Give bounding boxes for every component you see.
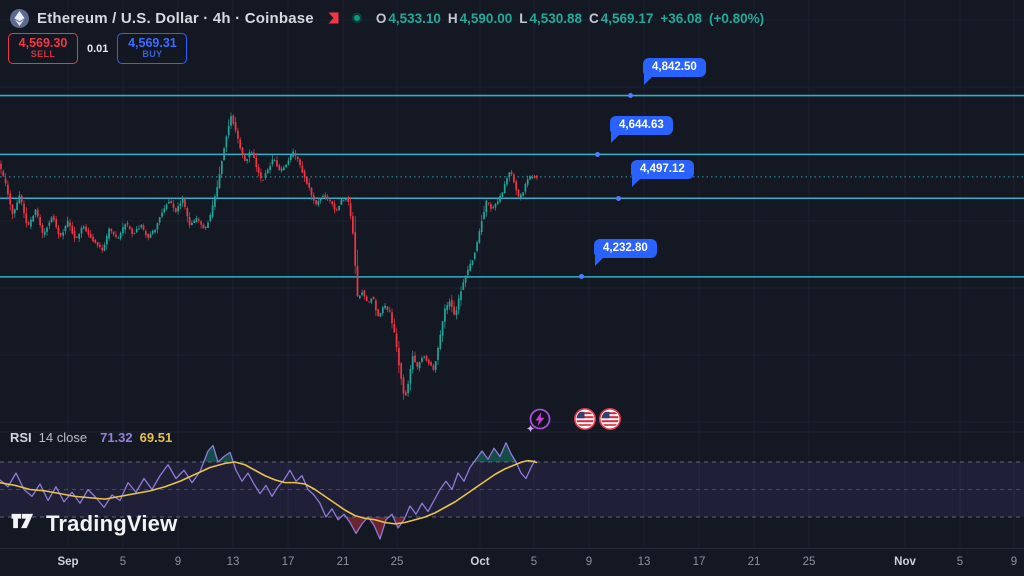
us-flag-icon[interactable] — [573, 407, 599, 433]
rsi-ma-value: 69.51 — [139, 430, 173, 445]
buy-label: BUY — [142, 49, 163, 60]
time-axis-label: 5 — [119, 556, 127, 568]
time-axis-label: 13 — [637, 556, 651, 568]
tradingview-watermark: TradingView — [10, 509, 177, 538]
time-axis-label: 21 — [336, 556, 350, 568]
rsi-value: 71.32 — [100, 430, 133, 445]
close-value: 4,569.17 — [600, 10, 654, 26]
level-anchor-dot — [579, 274, 584, 280]
flash-icon[interactable] — [526, 408, 552, 434]
low-value: 4,530.88 — [529, 10, 583, 26]
time-axis-label: 25 — [390, 556, 404, 568]
time-axis-label: 5 — [530, 556, 538, 568]
level-anchor-dot — [616, 195, 621, 201]
price-level-label[interactable]: 4,842.50 — [643, 57, 706, 85]
rsi-name[interactable]: RSI — [10, 430, 32, 445]
chart-header: Ethereum / U.S. Dollar · 4h · Coinbase O… — [10, 7, 764, 29]
rsi-params: 14 close — [38, 430, 88, 445]
price-level-label[interactable]: 4,644.63 — [610, 116, 673, 144]
spread-value: 0.01 — [87, 42, 109, 55]
market-status-icon[interactable] — [351, 13, 362, 23]
time-axis-label: 5 — [956, 556, 964, 568]
change-value: +36.08 — [660, 10, 703, 26]
time-axis-label: 13 — [226, 556, 240, 568]
time-axis-label: 17 — [281, 556, 295, 568]
close-label: C — [589, 10, 599, 26]
low-label: L — [519, 10, 528, 26]
ohlc-readout: O 4,533.10 H 4,590.00 L 4,530.88 C 4,569… — [376, 11, 764, 26]
time-axis-label: 9 — [585, 556, 593, 568]
price-level-label[interactable]: 4,497.12 — [631, 160, 694, 188]
sell-label: SELL — [30, 49, 56, 60]
time-axis[interactable]: Sep 5 9 13 17 21 25 Oct 5 9 13 17 21 25 Nov 5 9 — [0, 548, 1024, 576]
order-panel: 4,569.30 SELL 0.01 4,569.31 BUY — [8, 33, 188, 64]
rsi-indicator-legend: RSI 14 close 71.32 69.51 — [10, 430, 172, 445]
level-anchor-dot — [628, 93, 633, 98]
time-axis-label: 25 — [802, 556, 816, 568]
flag-icon[interactable] — [326, 11, 340, 25]
time-axis-label: Nov — [894, 556, 916, 568]
price-level-label[interactable]: 4,232.80 — [594, 238, 657, 266]
change-percent: (+0.80%) — [709, 10, 765, 26]
us-flag-icon[interactable] — [598, 407, 624, 433]
time-axis-label: 9 — [174, 556, 182, 568]
time-axis-label: 21 — [747, 556, 761, 568]
buy-button[interactable]: 4,569.31 BUY — [117, 33, 188, 64]
high-label: H — [447, 10, 458, 26]
sell-price: 4,569.30 — [18, 36, 68, 51]
time-axis-label: Sep — [57, 556, 79, 568]
time-axis-label: Oct — [470, 556, 490, 568]
open-value: 4,533.10 — [388, 10, 441, 26]
time-axis-label: 17 — [692, 556, 706, 568]
tradingview-logo-icon — [10, 509, 37, 538]
buy-price: 4,569.31 — [128, 36, 177, 51]
time-axis-label: 9 — [1010, 556, 1018, 568]
ethereum-icon — [10, 8, 29, 28]
level-anchor-dot — [595, 151, 600, 157]
sell-button[interactable]: 4,569.30 SELL — [8, 33, 78, 64]
watermark-text: TradingView — [46, 510, 178, 536]
symbol-title[interactable]: Ethereum / U.S. Dollar · 4h · Coinbase — [37, 9, 314, 27]
high-value: 4,590.00 — [459, 10, 513, 26]
open-label: O — [375, 10, 387, 26]
